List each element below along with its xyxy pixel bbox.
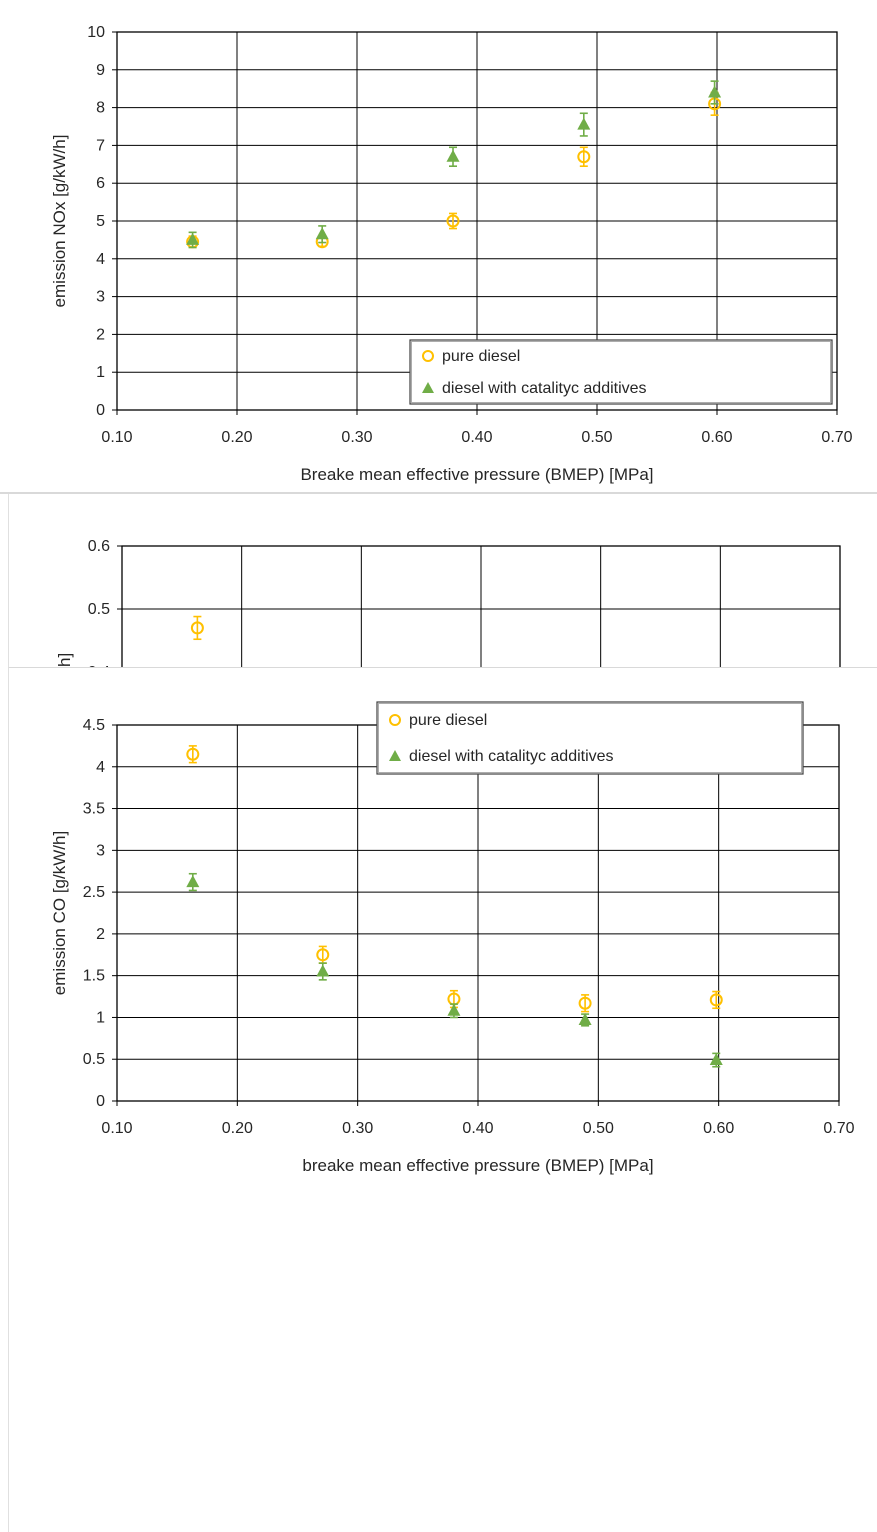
nox-legend-triangle-icon xyxy=(422,382,434,393)
co-series1-point xyxy=(316,962,330,981)
co-y-tick-label: 3 xyxy=(96,842,105,859)
co-legend-box xyxy=(376,701,804,775)
nox-y-tick-label: 9 xyxy=(96,62,105,79)
nox-series1-point xyxy=(708,80,722,105)
nox-x-tick-label: 0.70 xyxy=(821,429,852,446)
co-circle-marker xyxy=(709,993,723,1007)
pm-y-tick-label: 0.4 xyxy=(88,664,110,667)
nox-triangle-marker xyxy=(315,227,329,240)
nox-x-tick-label: 0.50 xyxy=(581,429,612,446)
co-series1-point xyxy=(447,1003,461,1019)
nox-series1-point xyxy=(577,112,591,137)
nox-y-tick-label: 6 xyxy=(96,175,105,192)
co-y-tick-label: 2 xyxy=(96,926,105,943)
nox-y-axis-label: emission NOx [g/kW/h] xyxy=(50,135,69,308)
co-triangle-marker xyxy=(447,1003,461,1016)
nox-plot-border xyxy=(116,31,838,411)
nox-y-tick-label: 2 xyxy=(96,326,105,343)
co-x-tick-label: 0.10 xyxy=(101,1120,132,1137)
nox-triangle-marker xyxy=(577,117,591,130)
nox-y-tick-label: 1 xyxy=(96,364,105,381)
co-series1-point xyxy=(709,1052,723,1068)
nox-x-tick-label: 0.20 xyxy=(221,429,252,446)
nox-series1-point xyxy=(446,146,460,167)
co-y-axis-label: emission CO [g/kW/h] xyxy=(50,831,69,995)
co-series0-point xyxy=(709,990,723,1010)
nox-legend: pure diesel diesel with catalityc additiv… xyxy=(409,339,833,405)
co-triangle-marker xyxy=(316,964,330,977)
co-y-tick-label: 0 xyxy=(96,1093,105,1110)
co-y-tick-label: 1 xyxy=(96,1009,105,1026)
nox-x-tick-label: 0.10 xyxy=(101,429,132,446)
co-x-tick-label: 0.40 xyxy=(462,1120,493,1137)
co-circle-marker xyxy=(578,996,592,1010)
co-x-tick-label: 0.70 xyxy=(823,1120,854,1137)
co-legend-label: diesel with catalityc additives xyxy=(409,748,614,765)
nox-legend-label: pure diesel xyxy=(442,348,520,365)
nox-chart-panel: 0.10 0.20 0.30 0.40 0.50 0.60 0.70 0 1 2 3 4 5 6 7 8 9 10… xyxy=(0,0,877,494)
co-circle-marker xyxy=(186,747,200,761)
nox-circle-marker xyxy=(577,150,591,164)
nox-x-tick-label: 0.30 xyxy=(341,429,372,446)
pm-y-tick-label: 0.6 xyxy=(88,538,110,555)
co-legend: pure diesel diesel with catalityc additiv… xyxy=(376,701,804,775)
pm-series0-point xyxy=(190,615,204,641)
nox-triangle-marker xyxy=(708,85,722,98)
nox-y-tick-label: 10 xyxy=(87,24,105,41)
co-circle-marker xyxy=(316,948,330,962)
co-legend-label: pure diesel xyxy=(409,712,487,729)
nox-triangle-marker xyxy=(186,232,200,245)
co-triangle-marker xyxy=(578,1012,592,1025)
co-y-tick-label: 4 xyxy=(96,759,105,776)
co-y-tick-label: 2.5 xyxy=(83,884,105,901)
pm-y-tick-label: 0.5 xyxy=(88,601,110,618)
co-y-tick-label: 3.5 xyxy=(83,801,105,818)
co-y-tick-label: 0.5 xyxy=(83,1051,105,1068)
nox-x-tick-label: 0.40 xyxy=(461,429,492,446)
nox-y-tick-label: 4 xyxy=(96,251,105,268)
co-triangle-marker xyxy=(186,875,200,888)
co-series0-point xyxy=(186,745,200,764)
co-chart: 0.10 0.20 0.30 0.40 0.50 0.60 0.70 0 0.5 1 1.5 2 2.5… xyxy=(50,701,855,1175)
nox-y-tick-label: 3 xyxy=(96,289,105,306)
co-y-tick-label: 4.5 xyxy=(83,717,105,734)
nox-circle-marker xyxy=(446,214,460,228)
pm-chart: 0.100.200.300.400.500.600.7000.10.20.30.… xyxy=(55,538,841,667)
nox-y-tick-label: 7 xyxy=(96,137,105,154)
nox-y-tick-label: 8 xyxy=(96,100,105,117)
nox-series0-point xyxy=(577,146,591,167)
nox-x-axis-label: Breake mean effective pressure (BMEP) [M… xyxy=(300,465,653,484)
nox-legend-circle-icon xyxy=(422,350,434,362)
nox-legend-box xyxy=(409,339,833,405)
nox-y-tick-label: 5 xyxy=(96,213,105,230)
nox-y-tick-label: 0 xyxy=(96,402,105,419)
co-legend-circle-icon xyxy=(389,714,401,726)
co-x-tick-label: 0.50 xyxy=(583,1120,614,1137)
co-triangle-marker xyxy=(709,1053,723,1066)
co-x-axis-label: breake mean effective pressure (BMEP) [M… xyxy=(302,1156,653,1175)
co-series1-point xyxy=(186,872,200,892)
co-y-tick-label: 1.5 xyxy=(83,968,105,985)
nox-legend-label: diesel with catalityc additives xyxy=(442,380,647,397)
nox-series1-point xyxy=(186,231,200,249)
pm-circle-marker xyxy=(190,621,204,635)
co-x-tick-label: 0.20 xyxy=(222,1120,253,1137)
nox-triangle-marker xyxy=(446,149,460,162)
nox-chart: 0.10 0.20 0.30 0.40 0.50 0.60 0.70 0 1 2 3 4 5 6 7 8 9 10… xyxy=(50,24,853,484)
pm-y-axis-label: emission PM [g/kW/h] xyxy=(55,653,74,667)
nox-series1-point xyxy=(315,225,329,244)
co-chart-panel: 0.10 0.20 0.30 0.40 0.50 0.60 0.70 0 0.5 1 1.5 2 2.5… xyxy=(8,668,877,1532)
co-x-tick-label: 0.30 xyxy=(342,1120,373,1137)
co-series0-point xyxy=(578,994,592,1013)
co-series1-point xyxy=(578,1012,592,1027)
nox-x-tick-label: 0.60 xyxy=(701,429,732,446)
nox-series0-point xyxy=(446,212,460,230)
co-x-tick-label: 0.60 xyxy=(703,1120,734,1137)
pm-plot-border xyxy=(121,545,841,667)
co-legend-triangle-icon xyxy=(389,750,401,761)
